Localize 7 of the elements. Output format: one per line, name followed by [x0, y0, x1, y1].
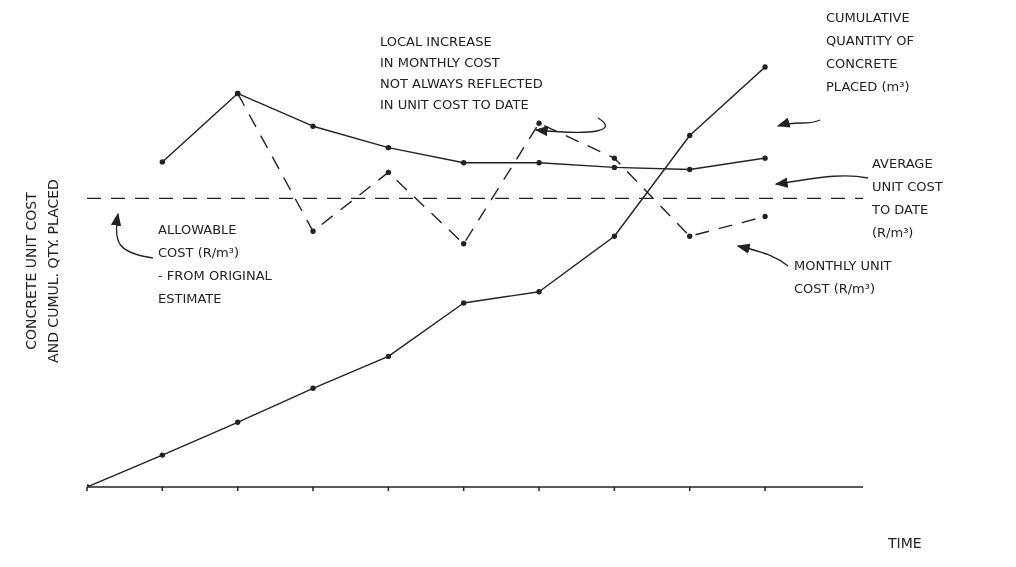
- ref-line-label: ALLOWABLE COST (R/m³) - FROM ORIGINAL ESTIMATE: [158, 221, 273, 306]
- y-axis-title: CONCRETE UNIT COST AND CUMUL. QTY. PLACED: [23, 179, 61, 363]
- text: MONTHLY UNIT COST (R/m³): [794, 258, 892, 296]
- text: AVERAGE UNIT COST TO DATE (R/m³): [871, 156, 943, 240]
- annotation: LOCAL INCREASE IN MONTHLY COST NOT ALWAYS REFLECTED IN UNIT COST TO DATE: [380, 34, 543, 112]
- text: CUMULATIVE QUANTITY OF CONCRETE PLACED (m³): [826, 10, 914, 94]
- x-axis-title: TIME: [887, 535, 922, 551]
